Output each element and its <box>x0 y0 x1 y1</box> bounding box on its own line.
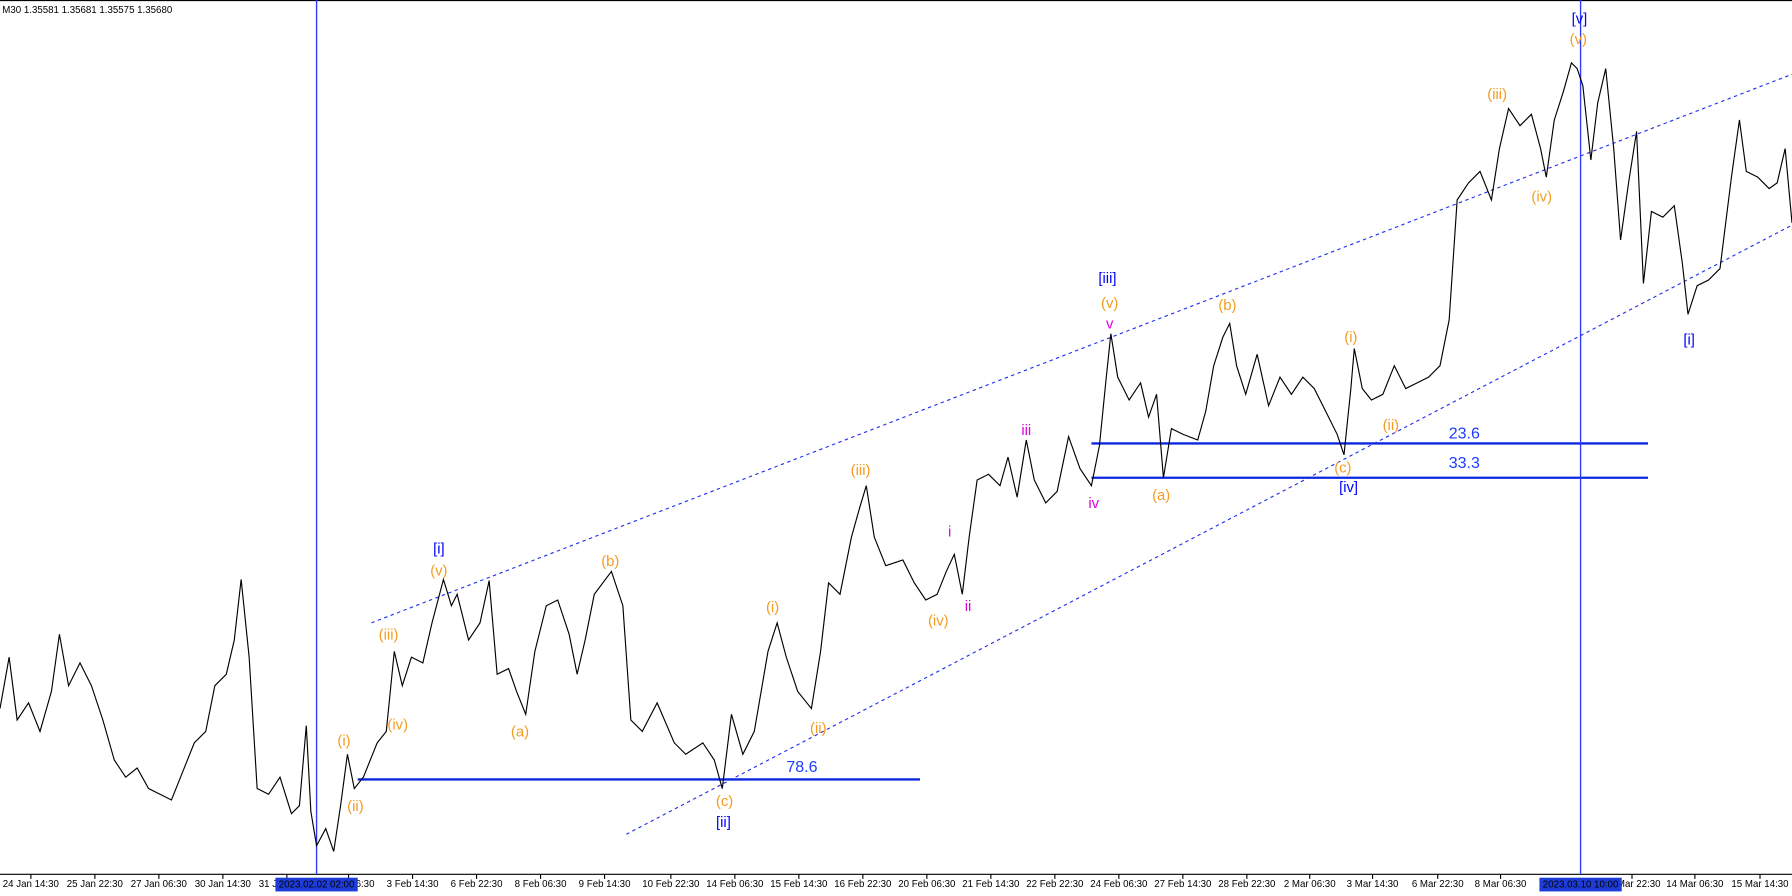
marker-date-label: 2023.03.10 10:00 <box>1543 880 1619 891</box>
wave-label: [i] <box>1683 332 1695 348</box>
wave-label: [i] <box>433 542 445 558</box>
wave-label: [iv] <box>1339 480 1358 496</box>
x-tick-label: 8 Mar 06:30 <box>1475 879 1527 890</box>
x-tick-label: 6 Mar 22:30 <box>1412 879 1464 890</box>
level-label: 33.3 <box>1449 455 1480 472</box>
wave-label: (ii) <box>347 799 364 815</box>
marker-date-box <box>1539 877 1622 892</box>
wave-label: v <box>1106 316 1114 332</box>
x-tick-label: 3 Mar 14:30 <box>1347 879 1399 890</box>
channel-line <box>371 73 1792 624</box>
x-tick-label: 6 Feb 22:30 <box>451 879 503 890</box>
wave-label: (i) <box>766 600 779 616</box>
x-tick-label: 14 Feb 06:30 <box>706 879 764 890</box>
wave-label: (i) <box>1344 330 1357 346</box>
wave-label: (a) <box>511 724 529 740</box>
x-tick-label: 10 Feb 22:30 <box>642 879 700 890</box>
wave-label: (b) <box>1218 298 1236 314</box>
wave-label: (ii) <box>1383 418 1400 434</box>
x-tick-label: 30 Jan 14:30 <box>195 879 252 890</box>
x-tick-label: 22 Feb 22:30 <box>1026 879 1084 890</box>
wave-label: (ii) <box>810 721 827 737</box>
wave-label: [ii] <box>716 815 731 831</box>
x-tick-label: 27 Feb 14:30 <box>1154 879 1212 890</box>
x-tick-label: 3 Feb 14:30 <box>387 879 439 890</box>
wave-label: (v) <box>430 563 447 579</box>
x-tick-label: 28 Feb 22:30 <box>1218 879 1276 890</box>
wave-label: (i) <box>337 734 350 750</box>
x-tick-label: 13 Mar 22:30 <box>1603 879 1661 890</box>
wave-label: (v) <box>1101 296 1118 312</box>
wave-label: iii <box>1021 423 1031 439</box>
wave-label: (v) <box>1570 32 1587 48</box>
x-tick-label: 15 Feb 14:30 <box>770 879 828 890</box>
x-tick-label: 21 Feb 14:30 <box>962 879 1020 890</box>
x-tick-label: 25 Jan 22:30 <box>67 879 124 890</box>
x-tick-label: 27 Jan 06:30 <box>131 879 188 890</box>
wave-label: (a) <box>1152 488 1170 504</box>
x-tick-label: 20 Feb 06:30 <box>898 879 956 890</box>
wave-label: (iv) <box>387 718 408 734</box>
marker-date-label: 2023.02.02 02:00 <box>279 880 355 891</box>
x-tick-label: 8 Feb 06:30 <box>515 879 567 890</box>
x-tick-label: 2 Mar 06:30 <box>1284 879 1336 890</box>
level-label: 23.6 <box>1449 426 1480 443</box>
x-tick-label: 24 Feb 06:30 <box>1090 879 1148 890</box>
wave-label: (iii) <box>851 463 871 479</box>
wave-label: (iv) <box>1531 190 1552 206</box>
wave-label: (c) <box>716 794 733 810</box>
x-tick-label: 16 Feb 22:30 <box>834 879 892 890</box>
wave-label: i <box>948 524 951 540</box>
wave-label: (iii) <box>1487 87 1507 103</box>
wave-label: [iii] <box>1098 271 1116 287</box>
x-tick-label: 15 Mar 14:30 <box>1731 879 1789 890</box>
wave-label: (iv) <box>928 614 949 630</box>
wave-label: (b) <box>601 554 619 570</box>
price-header: M30 1.35581 1.35681 1.35575 1.35680 <box>2 5 173 16</box>
level-label: 78.6 <box>786 759 817 776</box>
wave-label: ii <box>965 599 972 615</box>
x-tick-label: 14 Mar 06:30 <box>1666 879 1724 890</box>
price-line <box>0 61 1792 852</box>
wave-label: (iii) <box>379 627 399 643</box>
wave-label: iv <box>1088 496 1099 512</box>
x-tick-label: 24 Jan 14:30 <box>3 879 60 890</box>
x-tick-label: 9 Feb 14:30 <box>579 879 631 890</box>
marker-date-box <box>275 877 358 892</box>
wave-label: (c) <box>1334 460 1351 476</box>
wave-label: [v] <box>1572 11 1588 27</box>
